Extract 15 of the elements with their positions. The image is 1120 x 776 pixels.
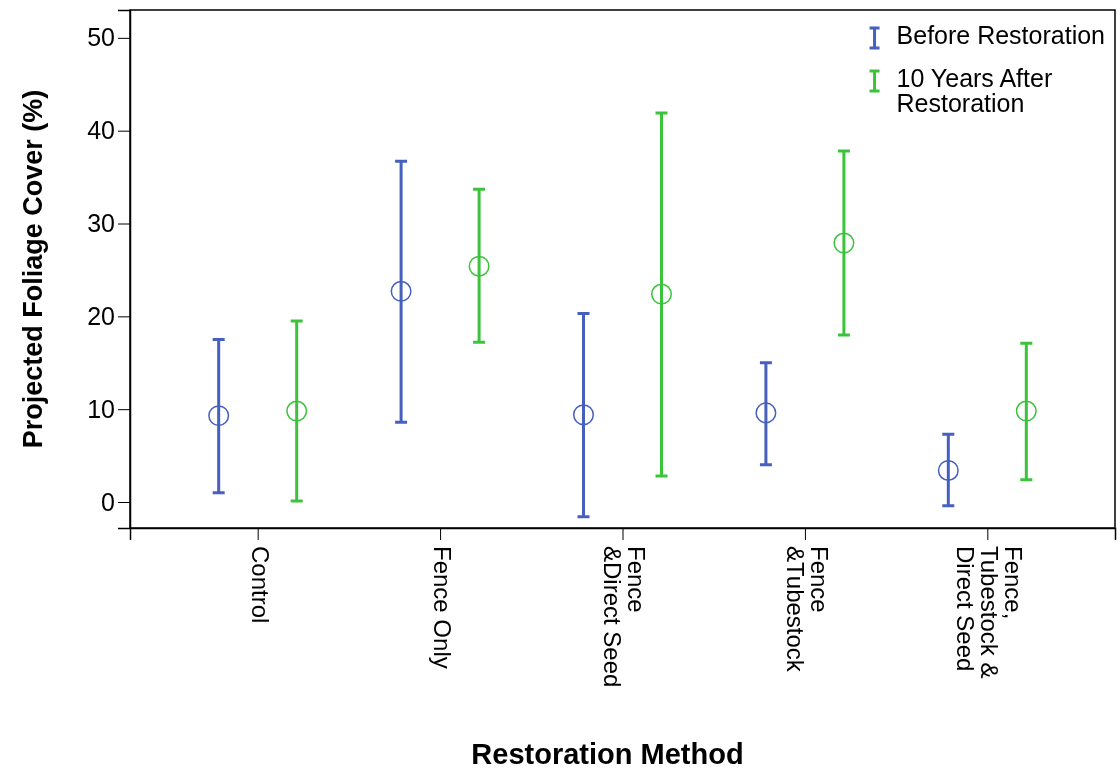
x-tick-label: Fence Only [428, 546, 456, 669]
x-tick-label: Fence, Tubestock & Direct Seed [952, 546, 1028, 679]
y-tick-label: 50 [87, 23, 115, 52]
x-tick-label: Control [246, 546, 274, 624]
x-axis-title: Restoration Method [471, 738, 744, 770]
legend-label: 10 Years After Restoration [896, 64, 1053, 118]
x-tick-label: Fence &Tubestock [781, 546, 833, 673]
y-tick-label: 20 [87, 301, 115, 330]
y-tick-label: 30 [87, 209, 115, 238]
y-tick-label: 10 [87, 394, 115, 423]
y-tick-label: 0 [101, 487, 115, 516]
legend-label: Before Restoration [896, 21, 1105, 50]
y-tick-label: 40 [87, 116, 115, 145]
x-tick-label: Fence &Direct Seed [599, 546, 651, 688]
y-axis-title: Projected Foliage Cover (%) [18, 89, 48, 449]
